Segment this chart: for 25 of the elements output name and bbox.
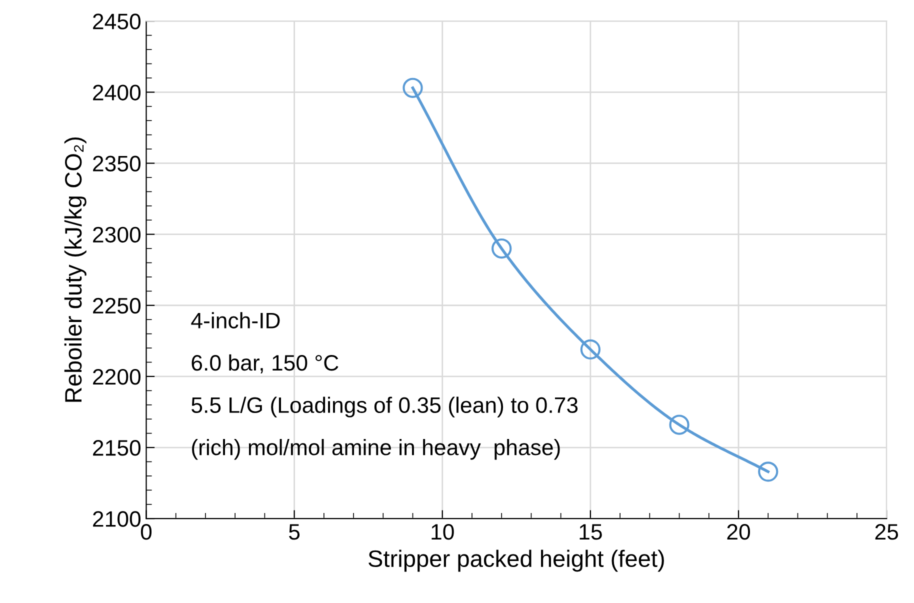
x-tick-label: 25 <box>875 524 898 540</box>
x-tick-label: 20 <box>727 524 750 540</box>
x-axis-title: Stripper packed height (feet) <box>368 550 664 572</box>
y-tick-label: 2150 <box>93 440 141 456</box>
y-tick-label: 2300 <box>93 226 141 243</box>
annotation: 4-inch-ID <box>191 312 280 328</box>
y-tick-label: 2450 <box>93 14 141 30</box>
x-tick-label: 0 <box>140 524 152 540</box>
y-tick-label: 2250 <box>93 298 141 314</box>
point <box>492 238 512 259</box>
point <box>402 78 423 98</box>
x-tick-label: 5 <box>289 524 300 540</box>
x-tick-label: 10 <box>432 524 454 540</box>
point <box>580 339 601 360</box>
annotation: 5.5 L/G (Loadings of 0.35 (lean) to 0.73 <box>192 396 578 418</box>
annotation: (rich) mol/mol amine in heavy phase) <box>192 438 560 460</box>
annotation: 6.0 bar, 150 °C <box>192 354 338 374</box>
y-axis-title: Reboiler duty (kJ/kg CO₂) <box>64 137 86 402</box>
y-tick-label: 2100 <box>93 511 141 527</box>
point <box>669 414 690 435</box>
y-tick-label: 2350 <box>93 156 141 172</box>
y-tick-label: 2400 <box>93 84 141 100</box>
point <box>758 462 778 482</box>
x-tick-label: 15 <box>580 524 602 540</box>
y-tick-label: 2200 <box>93 368 141 385</box>
